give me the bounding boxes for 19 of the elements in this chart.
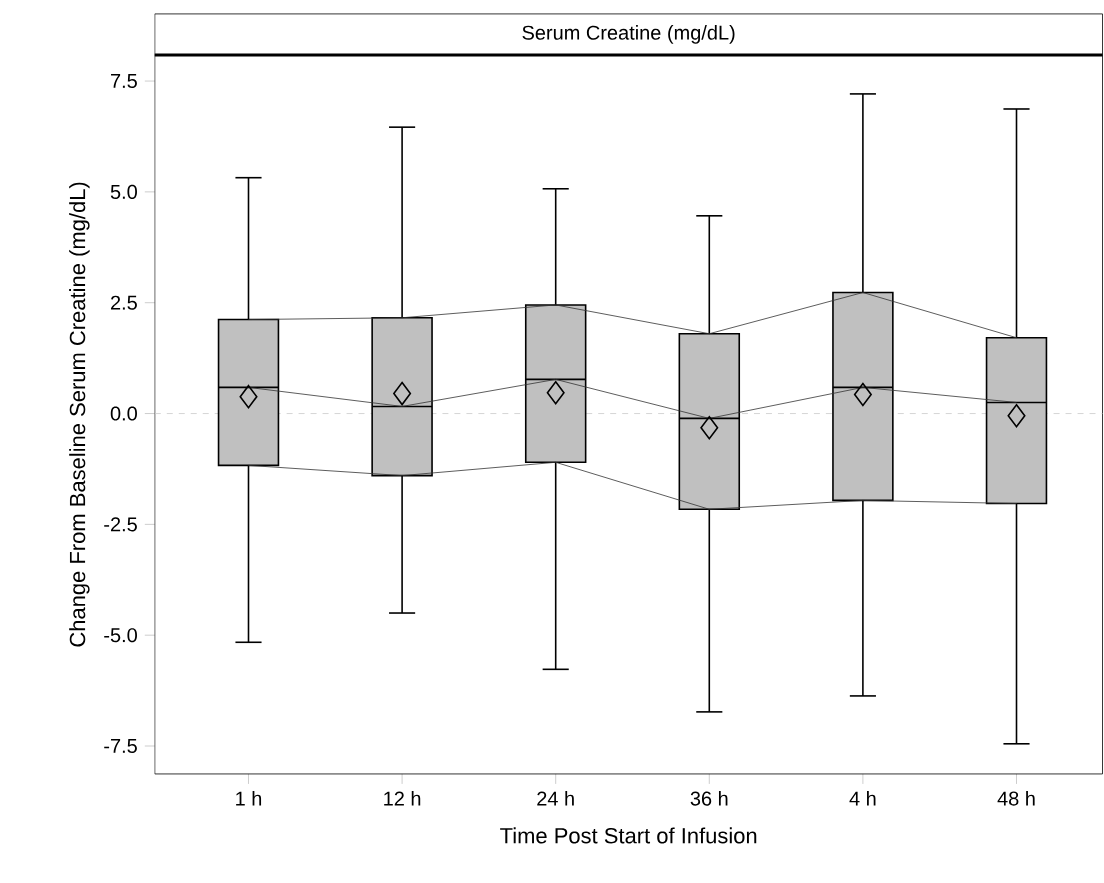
line-series (248, 292, 1017, 339)
x-tick-label: 1 h (236, 791, 262, 806)
y-tick-label: -2.5 (104, 517, 137, 532)
x-axis-title: Time Post Start of Infusion (500, 827, 757, 844)
y-tick-label: 0.0 (110, 406, 137, 421)
y-tick-label: 5.0 (110, 184, 137, 200)
y-tick-label: -5.0 (104, 628, 137, 643)
y-tick-label: 2.5 (110, 295, 137, 310)
x-tick-label: 48 h (997, 791, 1035, 806)
line-series (248, 379, 1017, 419)
x-tick-label: 36 h (690, 791, 728, 806)
y-tick-label: 7.5 (111, 74, 137, 89)
x-tick-label: 12 h (384, 791, 421, 806)
x-tick-label: 4 h (849, 791, 876, 806)
line-series (248, 461, 1017, 510)
y-axis-title: Change From Baseline Serum Creatine (mg/dL) (69, 182, 90, 647)
x-tick-label: 24 h (537, 791, 574, 806)
y-tick-label: -7.5 (104, 739, 137, 754)
chart-title: Serum Creatine (mg/dL) (522, 25, 735, 44)
